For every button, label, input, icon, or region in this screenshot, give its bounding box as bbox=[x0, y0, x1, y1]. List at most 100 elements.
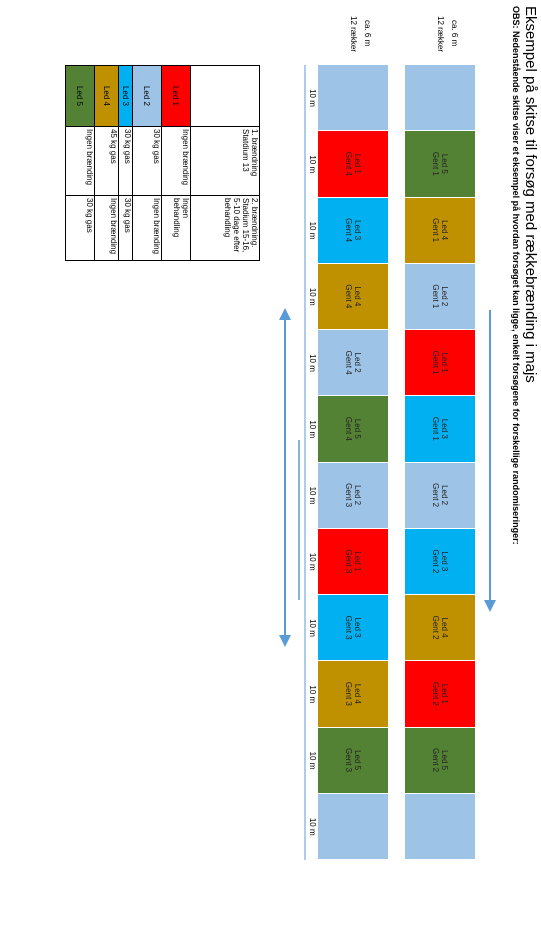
plot-label: Led 1 bbox=[353, 153, 362, 174]
distance: 10 m bbox=[308, 486, 317, 505]
plot: Led 2 Gent 4 bbox=[318, 330, 388, 397]
plot-label: Led 5 bbox=[440, 153, 449, 174]
plot bbox=[318, 793, 388, 860]
plot-block: Gent 3 bbox=[344, 748, 353, 773]
table-cell: Ingen behandling bbox=[161, 195, 191, 261]
table-cell: Ingen brænding bbox=[94, 195, 119, 261]
table-row: Led 3 30 kg gas 30 kg gas bbox=[118, 65, 133, 261]
width-size: ca. 6 m bbox=[450, 20, 459, 47]
width-size: ca. 6 m bbox=[363, 20, 372, 47]
plot: Led 4 Gent 2 bbox=[405, 595, 475, 662]
table-cell: Ingen brænding bbox=[65, 126, 95, 196]
plot-label: Led 4 bbox=[440, 617, 449, 638]
distance: 10 m bbox=[308, 420, 317, 439]
plot: Led 4 Gent 1 bbox=[405, 197, 475, 264]
plot-label: Led 4 bbox=[440, 220, 449, 241]
table-row: Led 4 45 kg gas Ingen brænding bbox=[94, 65, 119, 261]
distance: 10 m bbox=[308, 89, 317, 107]
plot-block: Gent 2 bbox=[431, 615, 440, 640]
plot bbox=[405, 65, 475, 132]
plot: Led 2 Gent 1 bbox=[405, 263, 475, 330]
plot: Led 1 Gent 1 bbox=[405, 330, 475, 397]
table-cell: 45 kg gas bbox=[94, 126, 119, 196]
plot bbox=[318, 65, 388, 132]
plot-label: Led 1 bbox=[440, 683, 449, 704]
distance: 10 m bbox=[308, 287, 317, 306]
table-cell: Ingen brænding bbox=[161, 126, 191, 196]
plot-block: Gent 3 bbox=[344, 615, 353, 640]
plot: Led 4 Gent 4 bbox=[318, 263, 388, 330]
plot-block: Gent 4 bbox=[344, 416, 353, 441]
led-cell: Led 1 bbox=[161, 65, 191, 127]
plot: Led 1 Gent 3 bbox=[318, 528, 388, 595]
header-cell bbox=[190, 65, 260, 127]
plot: Led 1 Gent 2 bbox=[405, 661, 475, 728]
plot-label: Led 2 bbox=[440, 286, 449, 307]
plot-block: Gent 3 bbox=[344, 681, 353, 706]
led-cell: Led 4 bbox=[94, 65, 119, 127]
distance: 10 m bbox=[308, 751, 317, 770]
plot-label: Led 5 bbox=[353, 750, 362, 771]
plot-block: Gent 3 bbox=[344, 483, 353, 508]
plot: Led 2 Gent 2 bbox=[405, 462, 475, 529]
plot-block: Gent 1 bbox=[431, 416, 440, 441]
distance: 10 m bbox=[308, 552, 317, 571]
plot-label: Led 2 bbox=[353, 352, 362, 373]
plot-block: Gent 4 bbox=[344, 218, 353, 243]
plot-label: Led 5 bbox=[440, 750, 449, 771]
header-cell: 2. brændning. Stadium 15-16, 5-10 dage e… bbox=[190, 195, 260, 261]
plot-block: Gent 1 bbox=[431, 218, 440, 243]
plot-block: Gent 1 bbox=[431, 350, 440, 375]
plot-label: Led 2 bbox=[440, 485, 449, 506]
plot-label: Led 1 bbox=[440, 352, 449, 373]
table-cell: Ingen brænding bbox=[132, 195, 162, 261]
table-cell: 30 kg gas bbox=[118, 195, 133, 261]
table-row: Led 2 30 kg gas Ingen brænding bbox=[132, 65, 162, 261]
header-cell: 1. brændning Statdium 13 bbox=[190, 126, 260, 196]
led-cell: Led 5 bbox=[65, 65, 95, 127]
table-row: Led 1 Ingen brænding Ingen behandling bbox=[161, 65, 191, 261]
plot-label: Led 3 bbox=[353, 617, 362, 638]
distance: 10 m bbox=[308, 685, 317, 704]
plot: Led 1 Gent 4 bbox=[318, 131, 388, 198]
legend-table: 1. brændning Statdium 13 2. brændning. St… bbox=[65, 65, 260, 261]
distance: 10 m bbox=[308, 221, 317, 240]
plot-block: Gent 4 bbox=[344, 151, 353, 176]
plot: Led 3 Gent 3 bbox=[318, 595, 388, 662]
plot: Led 5 Gent 1 bbox=[405, 131, 475, 198]
plot-block: Gent 2 bbox=[431, 483, 440, 508]
led-cell: Led 3 bbox=[118, 65, 133, 127]
distance: 10 m bbox=[308, 619, 317, 637]
distance: 10 m bbox=[308, 354, 317, 372]
plot-block: Gent 4 bbox=[344, 350, 353, 375]
plot: Led 2 Gent 3 bbox=[318, 462, 388, 529]
plot: Led 4 Gent 3 bbox=[318, 661, 388, 728]
plot-block: Gent 2 bbox=[431, 748, 440, 773]
plot bbox=[405, 793, 475, 860]
distance: 10 m bbox=[308, 817, 317, 836]
plot-block: Gent 1 bbox=[431, 151, 440, 176]
table-cell: 30 kg gas bbox=[132, 126, 162, 196]
width-rows: 12 rækker bbox=[436, 16, 445, 53]
plot-label: Led 3 bbox=[440, 418, 449, 439]
plot-block: Gent 2 bbox=[431, 681, 440, 706]
table-header: 1. brændning Statdium 13 2. brændning. St… bbox=[190, 65, 260, 261]
plot-block: Gent 4 bbox=[344, 284, 353, 309]
plot-label: Led 3 bbox=[353, 220, 362, 241]
plot-label: Led 5 bbox=[353, 418, 362, 439]
plot-label: Led 4 bbox=[353, 286, 362, 307]
plot-block: Gent 3 bbox=[344, 549, 353, 574]
plot-block: Gent 2 bbox=[431, 549, 440, 574]
distance: 10 m bbox=[308, 155, 317, 174]
plot: Led 3 Gent 1 bbox=[405, 396, 475, 463]
plot: Led 5 Gent 2 bbox=[405, 727, 475, 794]
plot: Led 3 Gent 4 bbox=[318, 197, 388, 264]
plot: Led 5 Gent 4 bbox=[318, 396, 388, 463]
table-cell: 30 kg gas bbox=[118, 126, 133, 196]
plot-label: Led 1 bbox=[353, 551, 362, 572]
plot: Led 5 Gent 3 bbox=[318, 727, 388, 794]
table-cell: 30 kg gas bbox=[65, 195, 95, 261]
